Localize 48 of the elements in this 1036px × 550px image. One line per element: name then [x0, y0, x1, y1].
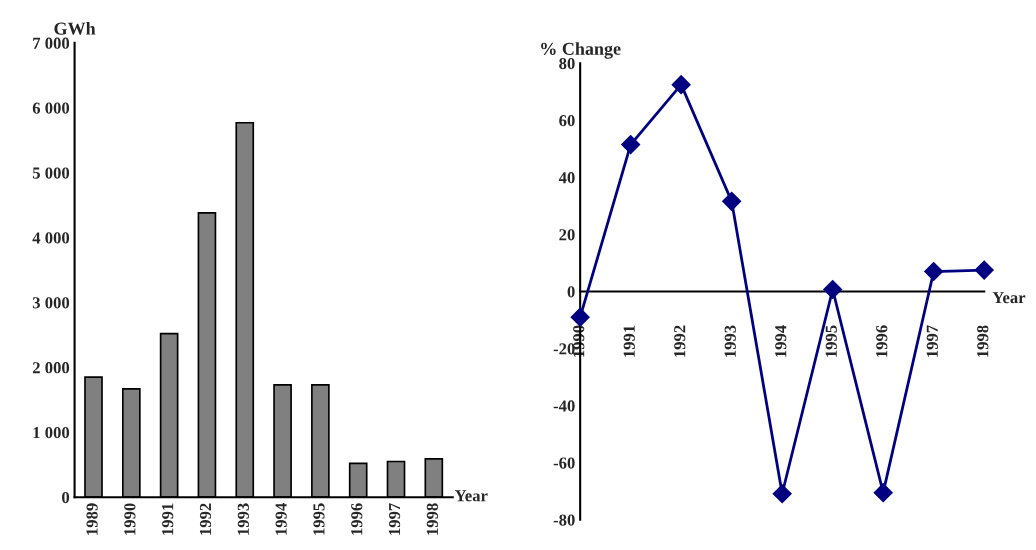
y-axis-title: GWh	[54, 21, 96, 35]
y-tick-label: -60	[553, 457, 575, 469]
x-tick-label: 1992	[674, 325, 686, 357]
x-tick-label: 1997	[926, 325, 938, 357]
x-tick-label: 1997	[388, 503, 401, 535]
point	[671, 75, 691, 95]
y-tick-label: 40	[558, 172, 575, 184]
y-tick-label: -20	[553, 343, 575, 355]
point	[924, 261, 944, 282]
x-tick-label: 1994	[275, 503, 287, 535]
x-tick-label: 1993	[237, 503, 249, 535]
y-tick-label: 2 000	[32, 362, 70, 374]
point	[823, 279, 843, 300]
y-tick-label: 60	[559, 115, 575, 127]
x-tick-label: 1998	[977, 325, 989, 357]
y-axis-title: % Change	[541, 42, 621, 59]
y-tick-label: 6 000	[32, 102, 70, 114]
x-tick-label: 1992	[199, 503, 212, 535]
x-tick-label: 1990	[124, 503, 136, 535]
point	[974, 260, 994, 280]
x-tick-label: 1993	[724, 325, 736, 357]
x-tick-label: 1998	[426, 503, 438, 535]
y-tick-label: 7 000	[33, 37, 70, 49]
point	[621, 135, 641, 155]
point	[722, 191, 742, 211]
y-tick-label: -80	[553, 514, 575, 526]
y-tick-label: 80	[559, 57, 575, 70]
x-axis-title: Year	[992, 292, 1026, 304]
y-tick-label: 4 000	[32, 232, 70, 244]
point	[772, 484, 792, 504]
y-tick-label: 0	[567, 286, 575, 298]
x-tick-label: 1996	[351, 503, 363, 535]
y-tick-label: 20	[559, 229, 575, 241]
x-tick-label: 1996	[876, 325, 888, 357]
x-tick-label: 1995	[825, 325, 837, 357]
x-tick-label: 1995	[313, 503, 325, 535]
x-tick-label: 1989	[86, 503, 98, 535]
point	[873, 483, 893, 503]
y-tick-label: 3 000	[32, 297, 70, 309]
y-tick-label: 0	[62, 491, 70, 504]
x-axis-title: Year	[454, 490, 488, 502]
x-tick-label: 1991	[623, 325, 635, 357]
x-tick-label: 1991	[162, 503, 174, 535]
point	[570, 307, 590, 327]
y-tick-label: -40	[553, 400, 575, 412]
y-tick-label: 5 000	[32, 167, 70, 179]
y-tick-label: 1 000	[33, 427, 70, 439]
x-tick-label: 1994	[775, 325, 787, 357]
